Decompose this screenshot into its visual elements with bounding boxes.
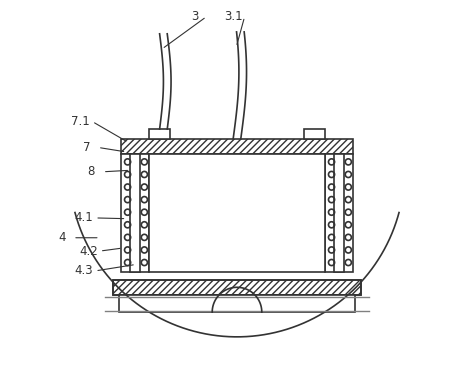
- Bar: [325, 154, 353, 272]
- Bar: [113, 280, 361, 295]
- Bar: [149, 129, 170, 139]
- Bar: [113, 280, 361, 295]
- Text: 7.1: 7.1: [71, 115, 90, 128]
- Text: 3.1: 3.1: [224, 10, 243, 23]
- Text: 3: 3: [191, 10, 199, 23]
- Bar: [121, 154, 149, 272]
- Text: 4.1: 4.1: [74, 212, 93, 224]
- Text: 4.2: 4.2: [79, 245, 98, 258]
- Text: 4.3: 4.3: [74, 265, 93, 277]
- Text: 7: 7: [82, 141, 90, 154]
- Text: 4: 4: [58, 231, 65, 244]
- Bar: [304, 129, 325, 139]
- Bar: [334, 154, 344, 272]
- Bar: [119, 295, 355, 312]
- Text: 8: 8: [88, 165, 95, 178]
- Bar: [130, 154, 140, 272]
- Bar: [149, 154, 325, 272]
- FancyBboxPatch shape: [121, 139, 353, 154]
